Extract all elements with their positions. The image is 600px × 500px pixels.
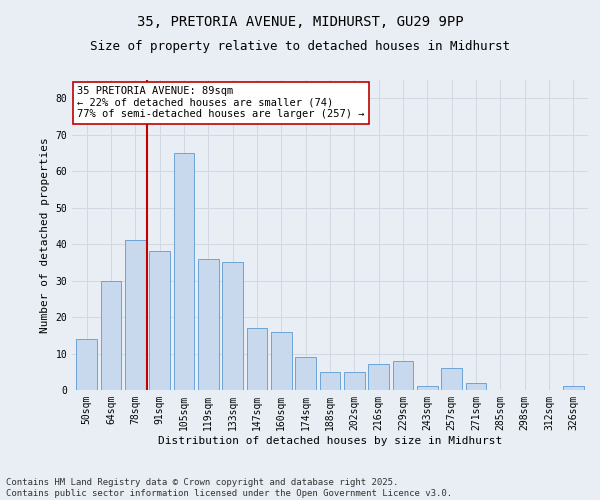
Text: Contains HM Land Registry data © Crown copyright and database right 2025.
Contai: Contains HM Land Registry data © Crown c… — [6, 478, 452, 498]
Bar — [368, 364, 389, 390]
Bar — [149, 252, 170, 390]
Text: 35, PRETORIA AVENUE, MIDHURST, GU29 9PP: 35, PRETORIA AVENUE, MIDHURST, GU29 9PP — [137, 15, 463, 29]
Bar — [247, 328, 268, 390]
Bar — [125, 240, 146, 390]
Bar — [295, 357, 316, 390]
Bar — [173, 153, 194, 390]
Text: Size of property relative to detached houses in Midhurst: Size of property relative to detached ho… — [90, 40, 510, 53]
Text: 35 PRETORIA AVENUE: 89sqm
← 22% of detached houses are smaller (74)
77% of semi-: 35 PRETORIA AVENUE: 89sqm ← 22% of detac… — [77, 86, 365, 120]
Bar — [563, 386, 584, 390]
Bar — [101, 280, 121, 390]
Bar — [442, 368, 462, 390]
Bar — [271, 332, 292, 390]
X-axis label: Distribution of detached houses by size in Midhurst: Distribution of detached houses by size … — [158, 436, 502, 446]
Bar — [344, 372, 365, 390]
Bar — [76, 339, 97, 390]
Bar — [417, 386, 438, 390]
Bar — [466, 382, 487, 390]
Bar — [198, 258, 218, 390]
Bar — [320, 372, 340, 390]
Bar — [222, 262, 243, 390]
Bar — [392, 361, 413, 390]
Y-axis label: Number of detached properties: Number of detached properties — [40, 137, 50, 333]
